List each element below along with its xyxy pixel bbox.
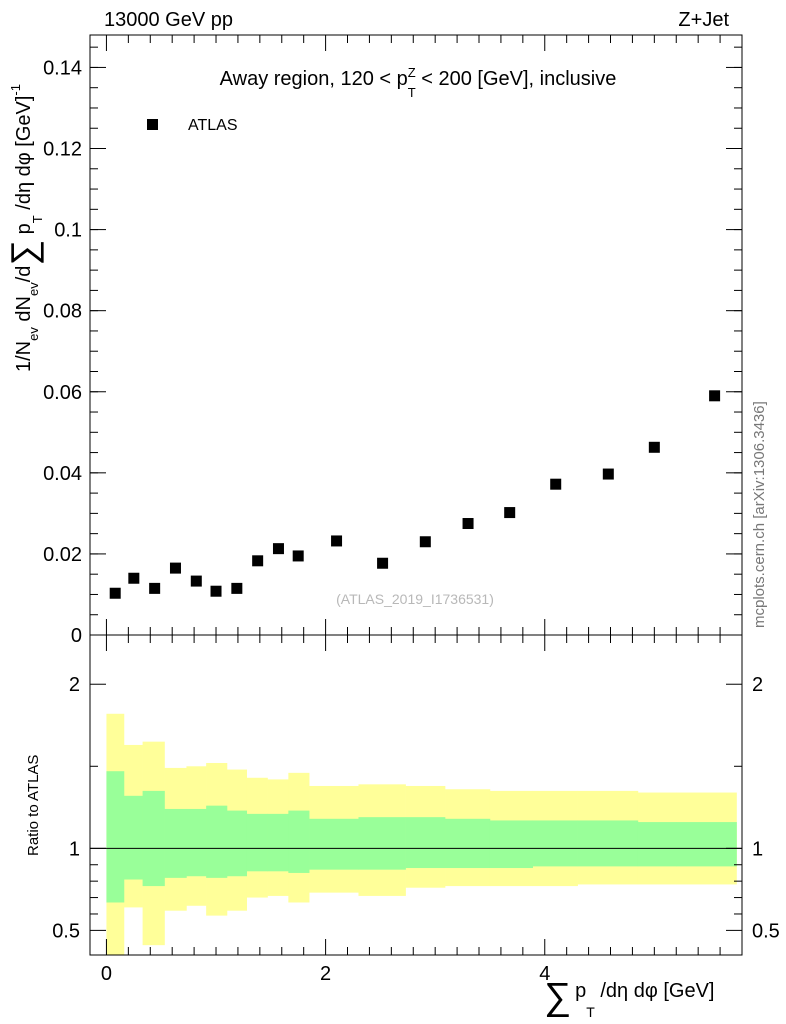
x-tick-label: 2 (320, 963, 331, 985)
ratio-y-tick-label-right: 2 (752, 674, 763, 696)
ratio-y-tick-label-right: 1 (752, 838, 763, 860)
x-tick-label: 0 (101, 963, 112, 985)
process-label: Z+Jet (678, 9, 729, 31)
uncertainty-band-inner (267, 813, 289, 872)
uncertainty-band-inner (206, 805, 228, 878)
uncertainty-band-inner (186, 808, 207, 877)
data-point (231, 582, 243, 594)
uncertainty-band-inner (532, 820, 578, 867)
y-tick-label: 0 (71, 625, 82, 647)
uncertainty-band-inner (288, 810, 310, 873)
data-point (190, 575, 202, 587)
x-tick-label: 4 (539, 963, 550, 985)
uncertainty-band-inner (309, 818, 359, 870)
uncertainty-band-inner (123, 795, 143, 880)
data-point (128, 572, 140, 584)
data-point (252, 555, 264, 567)
main-y-ticks: 0 0.02 0.04 0.06 0.08 0.1 0.12 0.14 (43, 46, 742, 647)
ratio-frame (89, 634, 743, 956)
ratio-y-tick-label: 2 (69, 674, 80, 696)
uncertainty-band-inner (489, 820, 534, 869)
data-point (149, 582, 161, 594)
data-point (709, 390, 721, 402)
uncertainty-band-inner (142, 790, 165, 887)
ratio-panel: 0.5 0.5 1 1 2 2 0 2 4 Ratio to ATLAS ∑ pT /dη dφ… (25, 634, 780, 1020)
legend-label: ATLAS (188, 117, 238, 134)
data-point (210, 585, 222, 597)
ratio-y-ticks: 0.5 0.5 1 1 2 2 (52, 674, 780, 942)
data-point (377, 557, 389, 569)
y-tick-label: 0.08 (43, 301, 82, 323)
mcplots-label: mcplots.cern.ch [arXiv:1306.3436] (751, 401, 768, 628)
uncertainty-band-inner (106, 771, 125, 903)
y-tick-label: 0.06 (43, 382, 82, 404)
y-tick-label: 0.1 (54, 220, 82, 242)
data-point (602, 468, 614, 480)
uncertainty-band-inner (445, 818, 491, 869)
ratio-y-label: Ratio to ATLAS (25, 755, 42, 856)
ratio-y-tick-label-right: 0.5 (752, 920, 780, 942)
y-tick-label: 0.14 (43, 57, 82, 79)
uncertainty-band-inner (226, 810, 247, 877)
main-x-ticks (105, 35, 743, 635)
data-point (169, 562, 181, 574)
y-tick-label: 0.02 (43, 544, 82, 566)
uncertainty-band-inner (164, 808, 187, 878)
data-point (331, 535, 343, 547)
main-panel: Away region, 120 < pTZ < 200 [GeV], incl… (3, 34, 743, 647)
x-axis-label: ∑ pT /dη dφ [GeV] (544, 976, 714, 1020)
uncertainty-band-inner (246, 813, 268, 872)
ratio-y-tick-label: 0.5 (52, 920, 80, 942)
data-point (504, 507, 516, 519)
data-point (109, 587, 121, 599)
y-tick-label: 0.04 (43, 463, 82, 485)
data-point (272, 543, 284, 555)
uncertainty-band-inner (676, 822, 737, 867)
legend-marker (147, 119, 158, 130)
plot-title: Away region, 120 < pTZ < 200 [GeV], incl… (220, 65, 617, 100)
uncertainty-band-inner (358, 817, 406, 870)
ratio-y-tick-label: 1 (69, 838, 80, 860)
collision-label: 13000 GeV pp (104, 9, 233, 31)
uncertainty-band-inner (577, 820, 639, 867)
data-point (462, 518, 474, 530)
ratio-x-ticks: 0 2 4 (101, 635, 743, 985)
data-point (648, 441, 660, 453)
analysis-watermark: (ATLAS_2019_I1736531) (336, 591, 494, 607)
main-y-label: 1/Nev dNev/d∑ pT /dη dφ [GeV]-1 (3, 84, 45, 372)
uncertainty-band-inner (637, 822, 677, 867)
data-points (109, 390, 721, 599)
ratio-bands (106, 713, 737, 955)
data-point (292, 550, 304, 562)
data-point (419, 536, 431, 548)
data-point (550, 478, 562, 490)
y-tick-label: 0.12 (43, 139, 82, 161)
uncertainty-band-inner (405, 817, 446, 869)
